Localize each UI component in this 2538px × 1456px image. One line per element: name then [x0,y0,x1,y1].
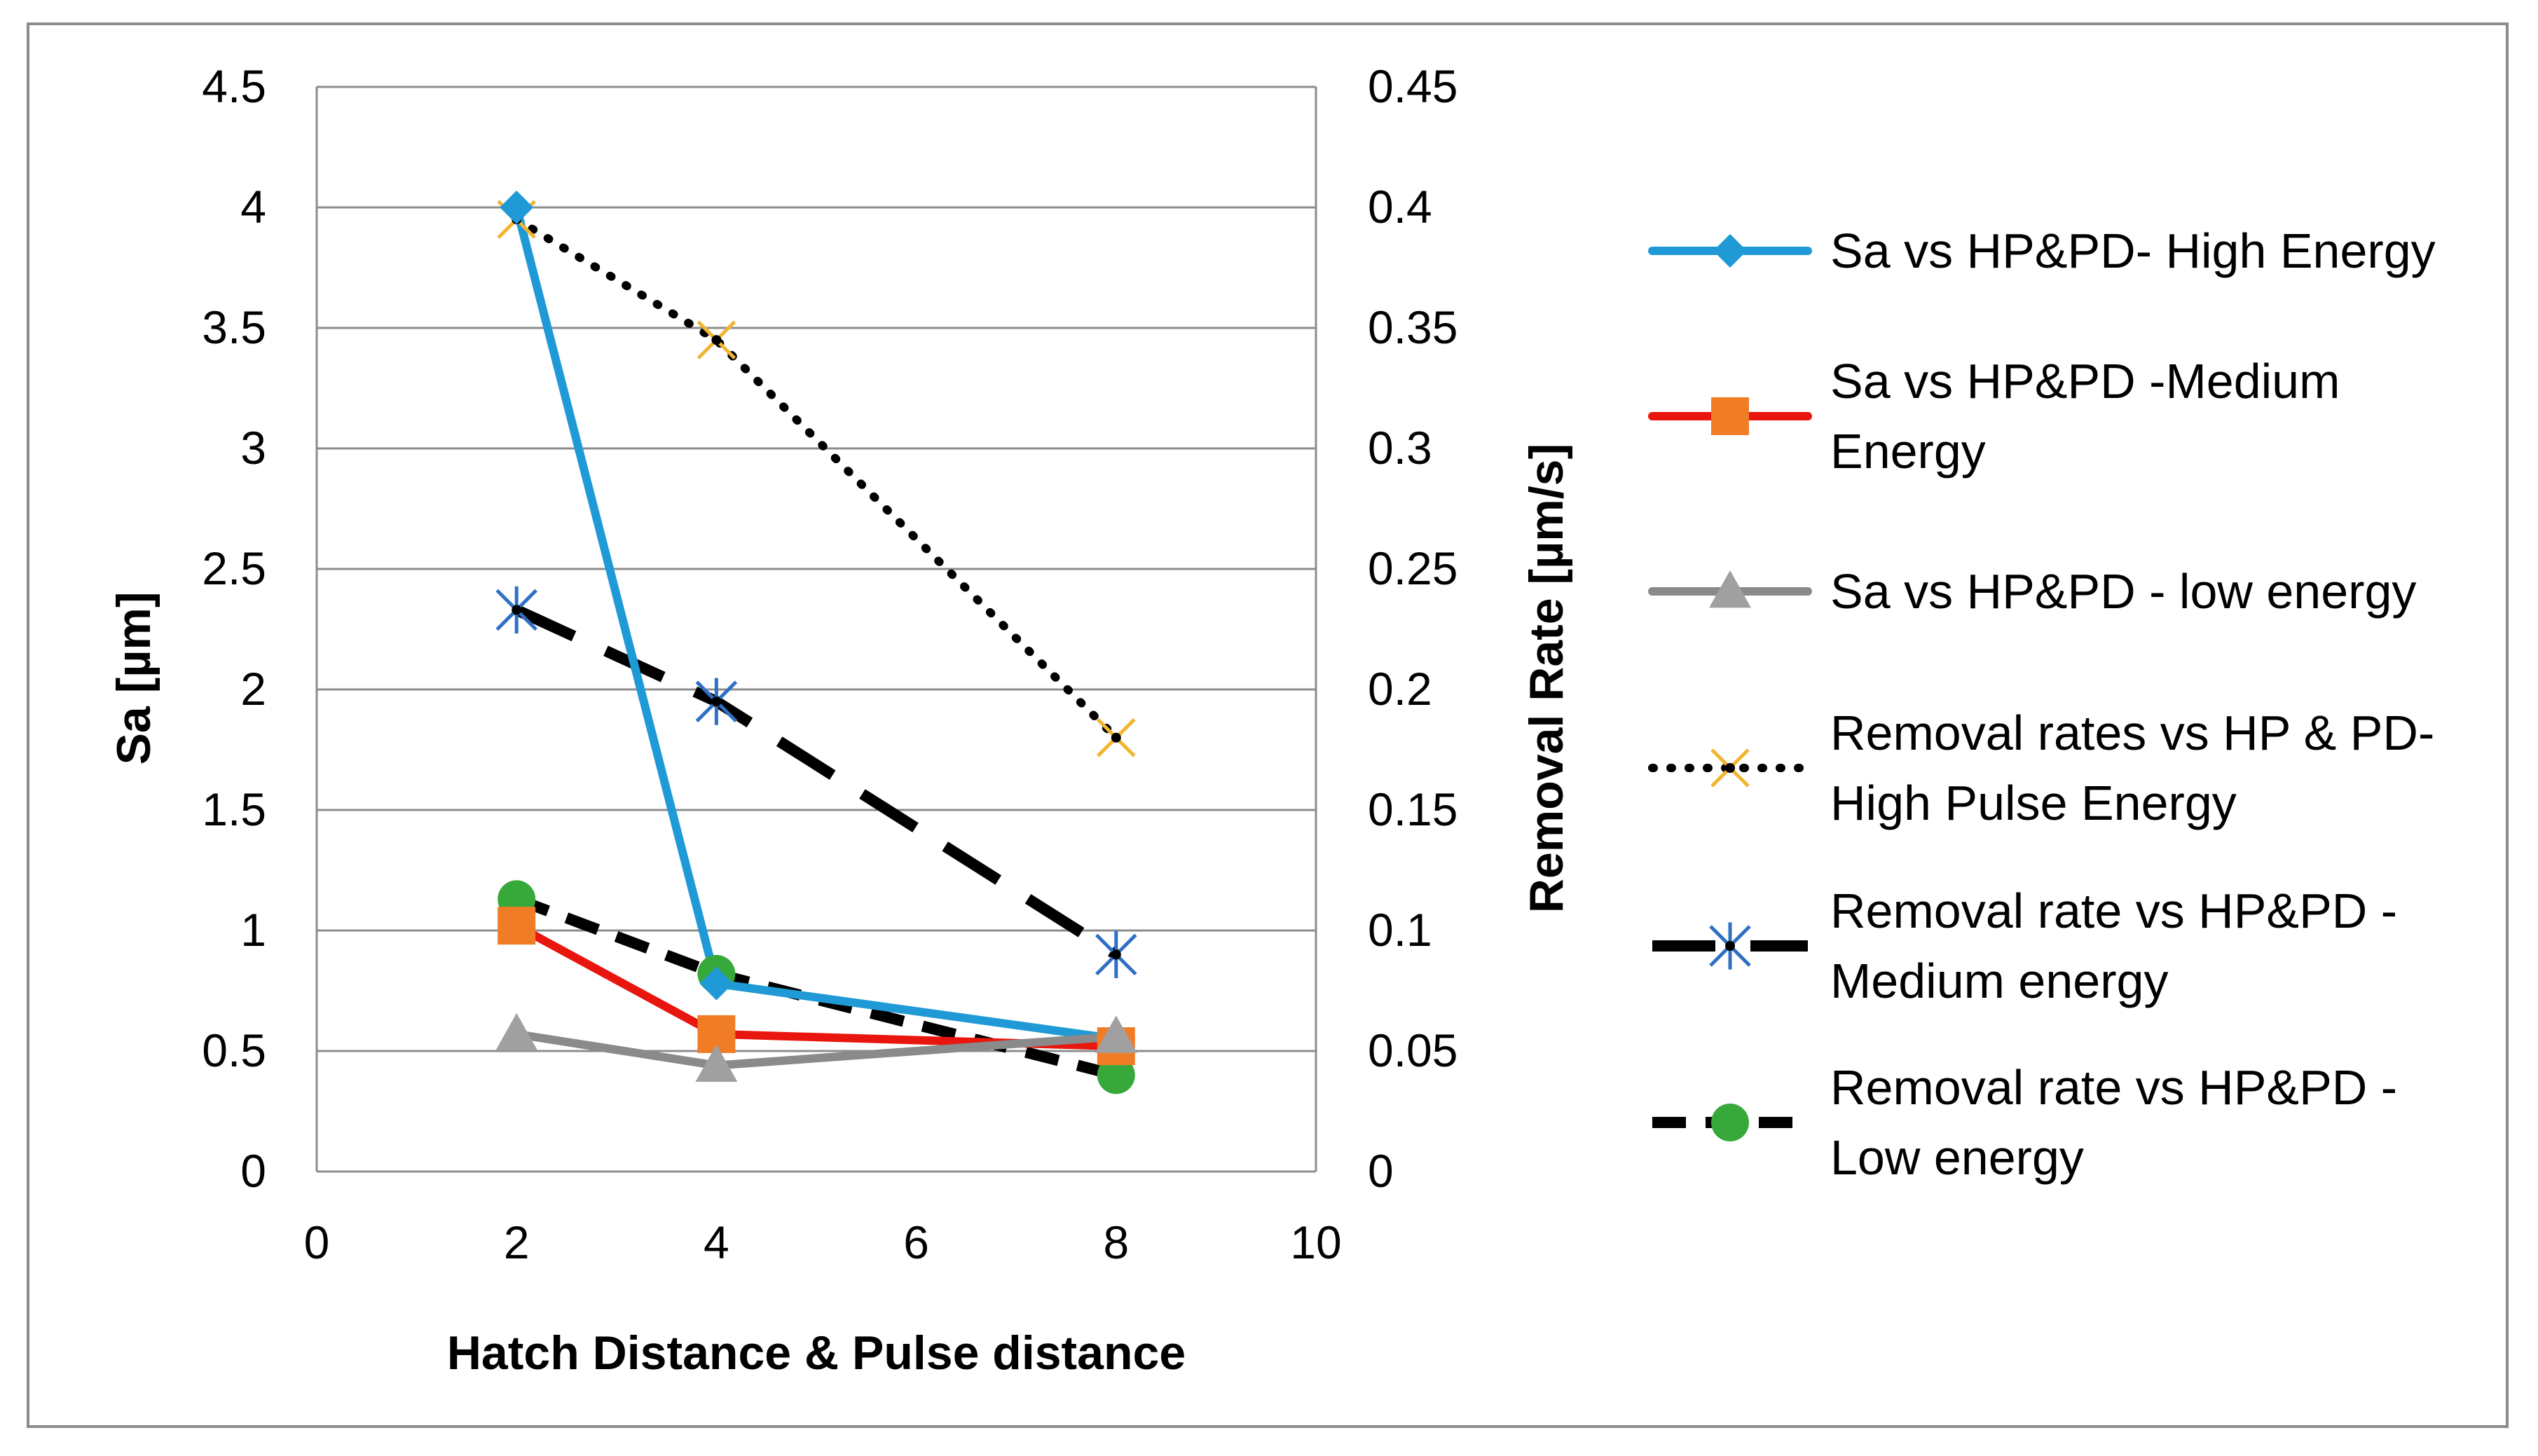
y2-tick-label: 0.15 [1368,783,1457,835]
y-tick-label: 3 [240,422,266,474]
y-tick-label: 4.5 [202,60,266,112]
legend-item-4: Removal rates vs HP & PD- High Pulse Ener… [1648,706,2434,830]
legend-label: Low energy [1830,1130,2084,1185]
axis-titles: Hatch Distance & Pulse distance Sa [µm] Re… [107,444,1573,1380]
data-point-center-series-5 [512,605,522,615]
y-axis-title: Sa [µm] [107,592,160,765]
legend-item-2: Sa vs HP&PD -Medium Energy [1648,354,2340,479]
y-tick-label: 2 [240,663,266,715]
data-point-series-2 [498,907,536,945]
series-lines [512,203,1120,1081]
y2-tick-label: 0.25 [1368,542,1457,594]
legend-item-3: Sa vs HP&PD - low energy [1648,564,2416,619]
legend-swatch-marker [1711,397,1749,435]
y-tick-label: 3.5 [202,301,266,353]
y2-tick-label: 0.35 [1368,301,1457,353]
legend-item-6: Removal rate vs HP&PD - Low energy [1652,1060,2397,1185]
gridlines [317,85,1316,1052]
series-line-1 [512,203,1120,1043]
data-point-center-series-4 [1111,732,1121,743]
legend-label: Energy [1830,424,1986,479]
legend-swatch-marker [1709,570,1751,608]
x-tick-label: 8 [1103,1216,1129,1268]
chart-area: 0 0.5 1 1.5 2 2.5 3 3.5 4 4.5 0 0.05 0.1 0.15 0.2 0.25 0… [27,22,2509,1428]
y-tick-label: 1.5 [202,783,266,835]
legend-item-5: Removal rate vs HP&PD - Medium energy [1652,884,2397,1008]
data-point-series-6 [1097,1056,1135,1094]
y2-tick-label: 0 [1368,1145,1394,1197]
legend: Sa vs HP&PD- High Energy Sa vs HP&PD -Med… [1648,224,2436,1185]
data-point-center-series-5 [1111,949,1121,960]
legend-label: Medium energy [1830,954,2168,1008]
y2-tick-label: 0.4 [1368,181,1432,233]
series-line-4 [512,215,1120,742]
legend-item-1: Sa vs HP&PD- High Energy [1648,224,2436,278]
series-line-5 [514,605,1120,960]
data-point-series-1 [500,191,534,224]
data-point-series-1 [699,966,734,1001]
legend-swatch-marker [1711,1104,1749,1141]
x-tick-label: 10 [1290,1216,1341,1268]
y-tick-label: 0.5 [202,1024,266,1076]
legend-label: Sa vs HP&PD - low energy [1830,564,2416,619]
legend-label: Removal rates vs HP & PD- [1830,706,2434,760]
y2-tick-label: 0.05 [1368,1024,1457,1076]
y-tick-label: 4 [240,181,266,233]
y2-tick-label: 0.2 [1368,663,1432,715]
x-tick-label: 6 [903,1216,929,1268]
x-tick-label: 0 [304,1216,330,1268]
data-point-center-series-5 [711,696,722,707]
x-tick-label: 2 [504,1216,530,1268]
legend-swatch-center [1725,763,1735,773]
legend-label: Sa vs HP&PD- High Energy [1830,224,2436,278]
y-tick-label: 2.5 [202,542,266,594]
y2-tick-label: 0.45 [1368,60,1457,112]
y2-tick-label: 0.1 [1368,904,1432,956]
legend-label: High Pulse Energy [1830,776,2237,830]
tick-labels: 0 0.5 1 1.5 2 2.5 3 3.5 4 4.5 0 0.05 0.1 0.15 0.2 0.25 0… [202,60,1457,1268]
legend-swatch-center [1725,941,1735,951]
y-tick-label: 0 [240,1145,266,1197]
axes [315,87,1317,1173]
y-tick-label: 1 [240,904,266,956]
legend-label: Sa vs HP&PD -Medium [1830,354,2340,408]
x-tick-label: 4 [704,1216,729,1268]
y2-axis-title: Removal Rate [µm/s] [1520,444,1573,913]
legend-label: Removal rate vs HP&PD - [1830,1060,2397,1115]
data-point-center-series-4 [711,335,722,345]
data-point-series-3 [1095,1015,1137,1053]
line-chart: 0 0.5 1 1.5 2 2.5 3 3.5 4 4.5 0 0.05 0.1 0.15 0.2 0.25 0… [107,60,2436,1380]
legend-label: Removal rate vs HP&PD - [1830,884,2397,938]
legend-swatch-marker [1713,234,1747,268]
data-point-series-3 [495,1012,538,1051]
series-markers [495,191,1137,1094]
y2-tick-label: 0.3 [1368,422,1432,474]
data-point-series-3 [695,1044,738,1083]
x-axis-title: Hatch Distance & Pulse distance [447,1326,1186,1380]
